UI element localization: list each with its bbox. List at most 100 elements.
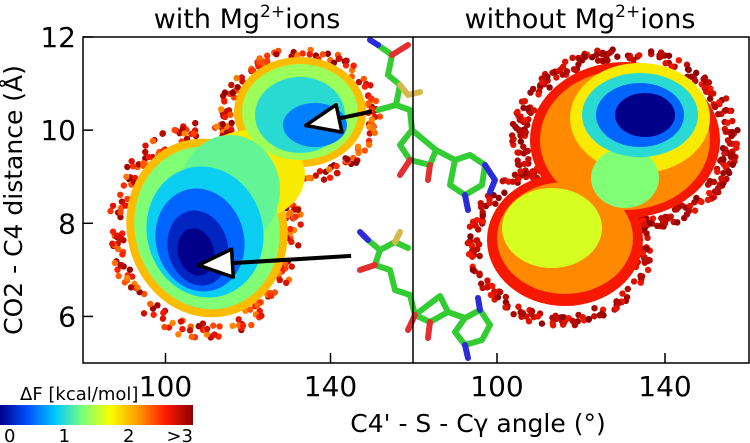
right-scatter-point — [624, 285, 632, 293]
left-scatter-point — [221, 113, 229, 121]
left-scatter-point — [171, 126, 178, 134]
right-scatter-point — [555, 67, 563, 75]
right-scatter-point — [657, 52, 664, 59]
left-scatter-point — [234, 83, 241, 91]
left-scatter-point — [159, 130, 167, 137]
right-scatter-point — [698, 198, 705, 206]
right-scatter-point — [524, 147, 531, 155]
right-scatter-point — [665, 52, 673, 59]
right-scatter-point — [478, 280, 485, 287]
right-scatter-point — [562, 58, 569, 65]
right-scatter-point — [724, 119, 731, 126]
left-scatter-point — [181, 130, 188, 137]
right-scatter-point — [524, 105, 531, 112]
right-scatter-point — [546, 84, 553, 91]
molecule-illustration — [357, 37, 498, 361]
left-scatter-point — [333, 169, 341, 177]
right-scatter-point — [675, 57, 683, 64]
left-scatter-point — [150, 311, 157, 318]
molecule-bond — [425, 162, 433, 183]
right-scatter-point — [598, 311, 605, 318]
molecule-bond — [357, 229, 371, 243]
left-scatter-point — [213, 123, 220, 130]
right-scatter-point — [691, 207, 699, 214]
right-scatter-point — [664, 215, 672, 222]
left-scatter-point — [229, 322, 236, 330]
right-panel-title: without Mg2+ions — [465, 2, 696, 35]
left-scatter-point — [179, 325, 186, 333]
arrow-head — [304, 102, 344, 134]
molecule-bond — [393, 102, 439, 168]
right-scatter-point — [544, 73, 551, 80]
left-scatter-point — [287, 225, 294, 233]
right-heatmap — [464, 46, 741, 329]
right-scatter-point — [501, 189, 508, 196]
colorbar-tick-label: 2 — [123, 426, 134, 443]
right-scatter-point — [726, 140, 734, 147]
axis-ticks: 6 8 10 12 100 140 100 140 — [40, 21, 691, 403]
plot-frame — [82, 36, 750, 364]
molecule-bond — [482, 162, 498, 195]
left-scatter-point — [294, 52, 301, 59]
left-scatter-point — [109, 202, 117, 209]
left-scatter-point — [127, 284, 135, 291]
right-scatter-point — [521, 160, 528, 168]
left-scatter-point — [355, 78, 363, 86]
colorbar-tick-label: 0 — [4, 426, 15, 443]
left-scatter-point — [320, 176, 328, 183]
y-tick-label: 12 — [40, 21, 76, 54]
left-scatter-point — [117, 191, 124, 198]
left-scatter-point — [295, 242, 302, 249]
right-scatter-point — [647, 48, 655, 55]
right-scatter-point — [603, 53, 610, 61]
molecule-bond — [405, 312, 418, 333]
left-scatter-point — [107, 207, 114, 215]
left-scatter-point — [343, 57, 350, 64]
left-scatter-point — [249, 67, 256, 74]
x-axis-label: C4' - S - Cγ angle (°) — [350, 409, 605, 438]
right-scatter-point — [519, 310, 527, 317]
molecule-bond — [367, 37, 381, 48]
right-scatter-point — [705, 79, 713, 86]
molecule-bond — [445, 307, 493, 348]
right-scatter-point — [734, 127, 741, 134]
left-scatter-point — [134, 284, 141, 291]
left-scatter-point — [228, 119, 235, 127]
right-scatter-point — [706, 95, 714, 102]
left-scatter-point — [227, 111, 234, 118]
left-scatter-point — [119, 251, 126, 258]
right-scatter-point — [516, 116, 524, 124]
right-scatter-point — [704, 196, 712, 204]
right-scatter-point — [691, 199, 698, 206]
left-scatter-point — [229, 89, 236, 97]
right-scatter-point — [502, 304, 509, 311]
right-scatter-point — [673, 206, 680, 213]
right-scatter-point — [725, 169, 733, 177]
left-scatter-point — [326, 166, 333, 173]
right-scatter-point — [525, 155, 532, 163]
x-tick-label: 140 — [638, 370, 691, 403]
right-scatter-point — [499, 177, 506, 185]
left-scatter-point — [350, 62, 357, 69]
right-scatter-point — [721, 150, 728, 157]
arrow-shaft — [338, 109, 373, 121]
left-scatter-point — [190, 130, 197, 137]
right-scatter-point — [711, 103, 719, 111]
right-scatter-point — [594, 57, 602, 64]
right-scatter-point — [535, 91, 542, 98]
left-scatter-point — [369, 125, 377, 132]
left-scatter-point — [177, 318, 185, 325]
right-scatter-point — [475, 241, 482, 248]
right-scatter-point — [517, 168, 524, 175]
molecule-bond — [462, 192, 471, 213]
right-scatter-point — [508, 132, 516, 139]
left-scatter-point — [192, 119, 199, 127]
right-scatter-point — [593, 51, 600, 59]
right-scatter-point — [486, 196, 493, 203]
right-scatter-point — [559, 314, 566, 321]
right-scatter-point — [516, 161, 523, 169]
right-scatter-point — [685, 207, 693, 215]
molecule-bond — [397, 157, 413, 178]
left-scatter-point — [203, 331, 211, 338]
